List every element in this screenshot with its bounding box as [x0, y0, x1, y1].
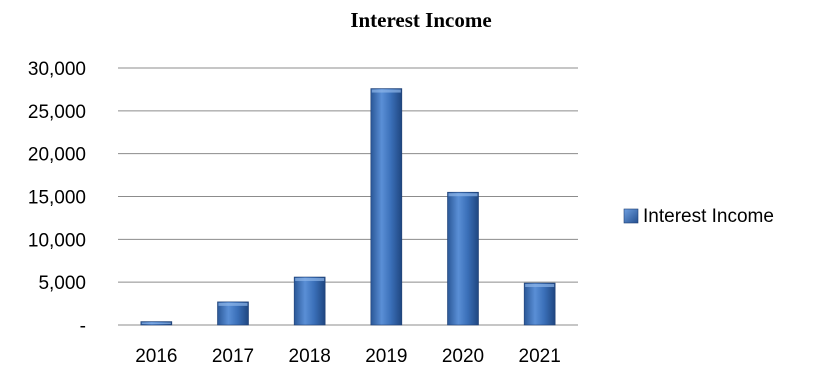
- x-tick-label: 2020: [442, 346, 484, 367]
- bar-highlight: [448, 193, 478, 197]
- x-axis-ticks: 2016 2017 2018 2019 2020 2021: [135, 346, 561, 367]
- x-tick-label: 2017: [212, 346, 254, 367]
- y-axis-ticks: - 5,000 10,000 15,000 20,000 25,000 30,000: [28, 59, 86, 337]
- y-tick-label: -: [80, 316, 86, 337]
- gridlines: [118, 67, 578, 326]
- bar-2020: [447, 191, 479, 326]
- legend-swatch: [623, 208, 639, 224]
- x-tick-label: 2018: [289, 346, 331, 367]
- x-tick-label: 2019: [365, 346, 407, 367]
- y-tick-label: 15,000: [28, 188, 86, 209]
- bar-2019: [370, 88, 403, 326]
- bar-highlight: [525, 284, 555, 288]
- bars: [140, 88, 556, 326]
- y-tick-label: 20,000: [28, 145, 86, 166]
- bar-highlight: [218, 302, 248, 306]
- y-tick-label: 30,000: [28, 59, 86, 80]
- bar-highlight: [371, 89, 401, 93]
- x-tick-label: 2021: [519, 346, 561, 367]
- x-tick-label: 2016: [135, 346, 177, 367]
- y-tick-label: 25,000: [28, 102, 86, 123]
- chart-title: Interest Income: [350, 8, 492, 32]
- legend: Interest Income: [623, 206, 774, 227]
- bar-highlight: [295, 278, 325, 282]
- bar-2021: [523, 282, 556, 326]
- y-tick-label: 10,000: [28, 230, 86, 251]
- legend-label: Interest Income: [643, 206, 774, 227]
- bar-2018: [293, 276, 326, 326]
- y-tick-label: 5,000: [38, 273, 86, 294]
- bar-2017: [217, 301, 249, 326]
- bar-highlight: [141, 322, 171, 324]
